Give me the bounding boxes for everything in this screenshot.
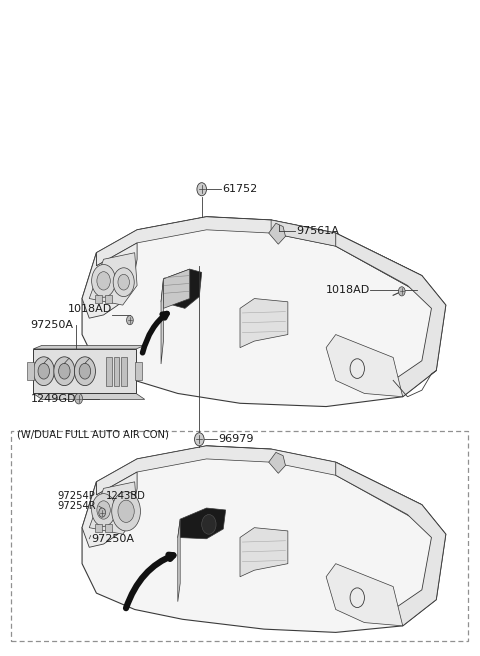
Circle shape xyxy=(112,491,141,531)
Polygon shape xyxy=(82,472,137,547)
Circle shape xyxy=(118,274,130,290)
Polygon shape xyxy=(240,298,288,348)
Circle shape xyxy=(118,500,134,522)
Polygon shape xyxy=(161,269,202,308)
Polygon shape xyxy=(89,482,137,534)
Polygon shape xyxy=(336,462,446,626)
Circle shape xyxy=(194,433,204,446)
Circle shape xyxy=(99,508,106,517)
Polygon shape xyxy=(336,233,446,397)
Bar xyxy=(33,349,136,394)
Bar xyxy=(11,432,468,641)
Polygon shape xyxy=(163,269,190,308)
Text: (W/DUAL FULL AUTO AIR CON): (W/DUAL FULL AUTO AIR CON) xyxy=(17,429,169,439)
Polygon shape xyxy=(269,223,286,244)
Polygon shape xyxy=(178,519,180,602)
Polygon shape xyxy=(269,453,286,474)
Circle shape xyxy=(92,264,116,297)
Bar xyxy=(121,357,127,386)
Circle shape xyxy=(127,316,133,325)
Text: 1018AD: 1018AD xyxy=(68,304,112,314)
Polygon shape xyxy=(240,527,288,577)
Polygon shape xyxy=(82,216,446,407)
Circle shape xyxy=(92,493,116,526)
Polygon shape xyxy=(326,564,403,626)
Circle shape xyxy=(74,357,96,386)
Text: 96979: 96979 xyxy=(218,434,253,444)
Text: 1018AD: 1018AD xyxy=(326,285,370,295)
Text: 97254R: 97254R xyxy=(57,501,96,511)
Circle shape xyxy=(59,363,70,379)
Circle shape xyxy=(33,357,54,386)
Bar xyxy=(105,524,112,532)
Text: 1243BD: 1243BD xyxy=(106,491,146,501)
Circle shape xyxy=(79,363,91,379)
Circle shape xyxy=(54,357,75,386)
Circle shape xyxy=(113,268,134,297)
Polygon shape xyxy=(33,394,145,400)
Text: 97250A: 97250A xyxy=(92,534,134,544)
Polygon shape xyxy=(33,346,145,349)
Polygon shape xyxy=(96,446,422,518)
Circle shape xyxy=(197,182,206,195)
Bar xyxy=(96,524,102,532)
Circle shape xyxy=(202,514,216,534)
Text: 97254P: 97254P xyxy=(57,491,95,501)
Bar xyxy=(114,357,120,386)
Text: 1249GD: 1249GD xyxy=(30,394,76,403)
Polygon shape xyxy=(161,279,163,364)
Polygon shape xyxy=(96,216,422,289)
Text: 97561A: 97561A xyxy=(296,226,339,236)
Bar xyxy=(106,357,112,386)
Circle shape xyxy=(97,501,110,519)
Bar xyxy=(105,295,112,303)
Polygon shape xyxy=(82,446,446,632)
Polygon shape xyxy=(178,508,226,539)
Circle shape xyxy=(97,272,110,290)
Polygon shape xyxy=(326,335,403,397)
Text: 61752: 61752 xyxy=(222,184,257,194)
Circle shape xyxy=(398,287,405,296)
Circle shape xyxy=(38,363,49,379)
Polygon shape xyxy=(89,253,137,305)
Circle shape xyxy=(75,394,83,404)
Text: 97250A: 97250A xyxy=(30,319,73,330)
Bar xyxy=(96,295,102,303)
Polygon shape xyxy=(82,243,137,318)
Bar xyxy=(27,362,34,380)
Bar xyxy=(135,362,142,380)
Polygon shape xyxy=(271,220,422,289)
